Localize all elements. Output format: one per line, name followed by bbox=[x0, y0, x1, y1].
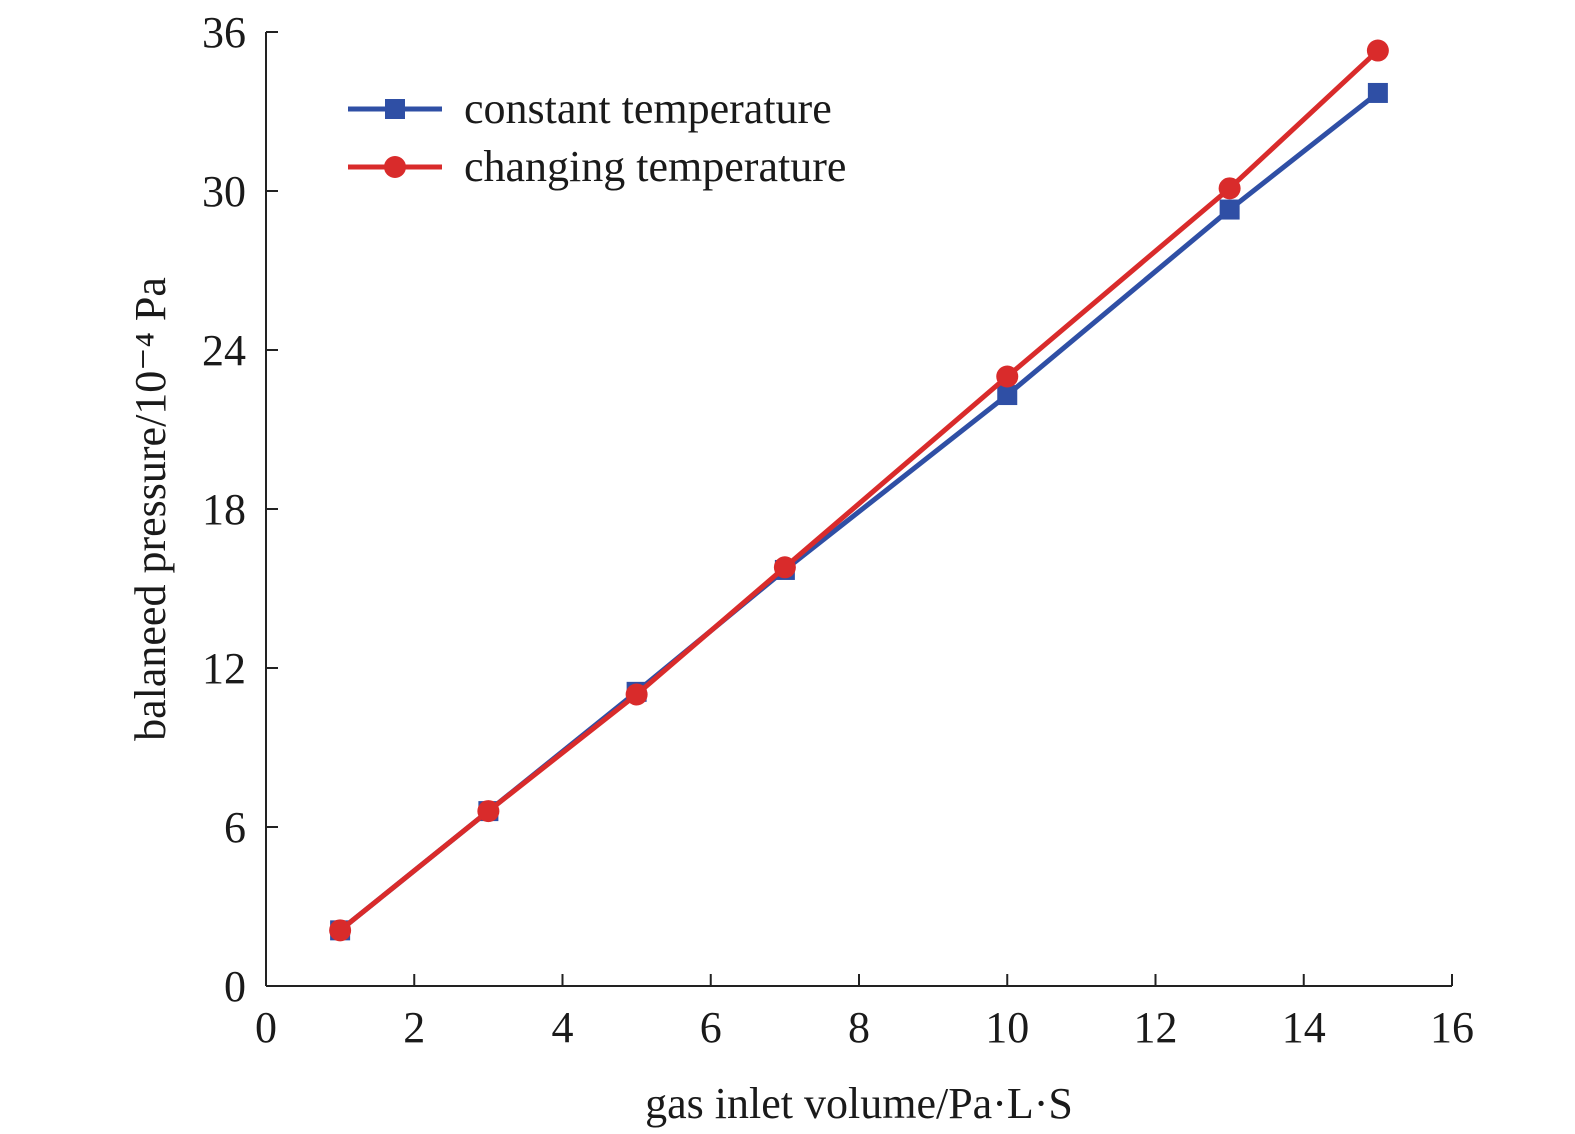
x-tick-label: 6 bbox=[700, 1003, 722, 1052]
series-changing-temperature bbox=[329, 39, 1389, 942]
y-ticks: 0 6 12 18 24 30 36 bbox=[202, 8, 278, 1011]
legend-marker-circle bbox=[384, 156, 406, 178]
data-point bbox=[1367, 82, 1388, 103]
y-tick-label: 36 bbox=[202, 8, 246, 57]
x-tick-label: 10 bbox=[985, 1003, 1029, 1052]
legend-marker-square bbox=[385, 99, 405, 119]
data-point bbox=[477, 800, 500, 823]
x-axis-label: gas inlet volume/Pa·L·S bbox=[645, 1079, 1073, 1128]
x-tick-label: 4 bbox=[552, 1003, 574, 1052]
legend: constant temperature changing temperature bbox=[348, 84, 846, 191]
data-point bbox=[329, 919, 352, 942]
y-tick-label: 30 bbox=[202, 167, 246, 216]
x-ticks: 0 2 4 6 8 10 12 14 16 bbox=[255, 974, 1474, 1052]
x-tick-label: 14 bbox=[1282, 1003, 1326, 1052]
x-tick-label: 8 bbox=[848, 1003, 870, 1052]
data-point bbox=[773, 556, 796, 579]
x-tick-label: 2 bbox=[403, 1003, 425, 1052]
y-tick-label: 6 bbox=[224, 803, 246, 852]
y-tick-label: 12 bbox=[202, 644, 246, 693]
y-tick-label: 18 bbox=[202, 485, 246, 534]
x-tick-label: 16 bbox=[1430, 1003, 1474, 1052]
legend-label: constant temperature bbox=[464, 84, 832, 133]
legend-label: changing temperature bbox=[464, 142, 846, 191]
legend-item: changing temperature bbox=[348, 142, 846, 191]
y-tick-label: 24 bbox=[202, 326, 246, 375]
data-point bbox=[997, 385, 1018, 406]
series-layer bbox=[329, 39, 1389, 942]
x-tick-label: 0 bbox=[255, 1003, 277, 1052]
data-point bbox=[1219, 199, 1240, 220]
data-point bbox=[1218, 177, 1241, 200]
data-point bbox=[625, 683, 648, 706]
legend-item: constant temperature bbox=[348, 84, 832, 133]
y-tick-label: 0 bbox=[224, 962, 246, 1011]
y-axis-label: balaneed pressure/10⁻⁴ Pa bbox=[126, 277, 175, 741]
data-point bbox=[1366, 39, 1389, 62]
data-point bbox=[996, 365, 1019, 388]
x-tick-label: 12 bbox=[1134, 1003, 1178, 1052]
